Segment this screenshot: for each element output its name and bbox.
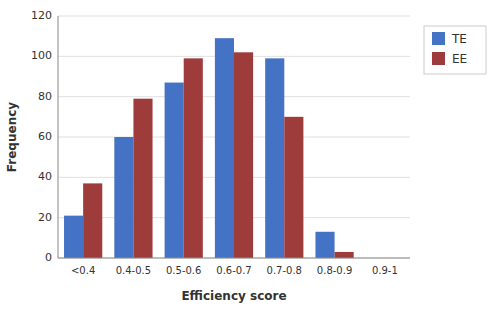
y-axis: 0 20 40 60 80 100 120 [31, 9, 52, 264]
y-tick-label: 120 [31, 9, 52, 22]
bar [234, 52, 253, 258]
bar [335, 252, 354, 258]
grid [58, 16, 410, 258]
y-tick-label: 40 [38, 170, 52, 183]
x-tick-label: <0.4 [71, 265, 95, 276]
y-tick-label: 0 [45, 251, 52, 264]
bar [284, 117, 303, 258]
legend: TE EE [424, 26, 486, 74]
legend-box [424, 26, 486, 74]
bar [315, 232, 334, 258]
bar [215, 38, 234, 258]
grid-line [58, 16, 410, 17]
chart-svg: 0 20 40 60 80 100 120 <0.4 0.4-0.5 0.5-0.6 0.6-0.7… [0, 0, 500, 310]
legend-label: TE [451, 32, 467, 46]
series-0 [64, 38, 335, 258]
bar [83, 183, 102, 258]
x-tick-label: 0.4-0.5 [116, 265, 151, 276]
grid-line [58, 258, 410, 259]
series-1 [83, 52, 354, 258]
legend-swatch [432, 52, 445, 65]
y-tick-label: 100 [31, 49, 52, 62]
bar [133, 99, 152, 258]
bar [114, 137, 133, 258]
legend-label: EE [452, 52, 467, 66]
x-axis-line [58, 258, 410, 259]
bar [64, 216, 83, 258]
x-axis: <0.4 0.4-0.5 0.5-0.6 0.6-0.7 0.7-0.8 0.8-0.9 0… [71, 265, 398, 276]
chart-container: 0 20 40 60 80 100 120 <0.4 0.4-0.5 0.5-0.6 0.6-0.7… [0, 0, 500, 310]
bar [265, 58, 284, 258]
bar [165, 83, 184, 258]
y-tick-label: 60 [38, 130, 52, 143]
x-tick-label: 0.9-1 [372, 265, 398, 276]
y-tick-label: 20 [38, 211, 52, 224]
x-axis-label: Efficiency score [181, 289, 286, 303]
bars [64, 38, 354, 258]
y-tick-label: 80 [38, 90, 52, 103]
y-axis-label: Frequency [5, 102, 19, 172]
bar [184, 58, 203, 258]
x-tick-label: 0.7-0.8 [267, 265, 302, 276]
legend-swatch [432, 32, 445, 45]
x-tick-label: 0.8-0.9 [317, 265, 352, 276]
x-tick-label: 0.5-0.6 [166, 265, 201, 276]
x-tick-label: 0.6-0.7 [216, 265, 251, 276]
y-axis-line [58, 16, 59, 258]
